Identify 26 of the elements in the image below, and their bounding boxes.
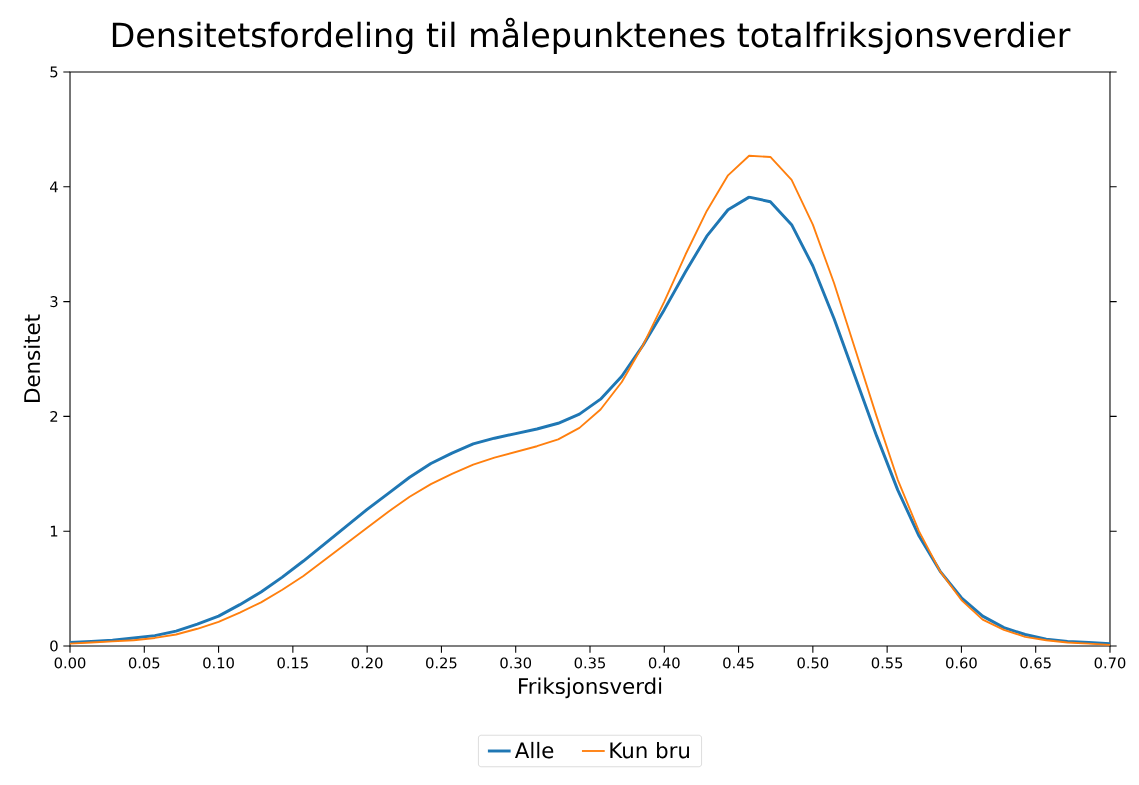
y-axis-title: Densitet [23, 314, 41, 402]
x-tick-label: 0.70 [1094, 657, 1126, 669]
y-tick-label: 1 [50, 525, 58, 537]
legend-label: Kun bru [610, 741, 689, 759]
x-tick-label: 0.60 [946, 657, 977, 669]
x-tick-label: 0.25 [426, 657, 457, 669]
x-tick-label: 0.20 [351, 657, 383, 669]
y-tick-label: 0 [50, 640, 58, 652]
chart-title: Densitetsfordeling til målepunktenes totalfriksjonsverdier [112, 17, 1071, 54]
y-tick-label: 5 [50, 66, 58, 78]
x-tick-label: 0.35 [574, 657, 606, 669]
x-tick-label: 0.40 [648, 657, 680, 669]
x-tick-label: 0.55 [871, 657, 903, 669]
x-tick-label: 0.15 [277, 657, 308, 669]
x-tick-label: 0.05 [128, 657, 160, 669]
x-tick-label: 0.30 [500, 657, 532, 669]
x-tick-label: 0.10 [203, 657, 234, 669]
x-tick-label: 0.00 [54, 657, 86, 669]
x-tick-label: 0.65 [1020, 657, 1051, 669]
x-tick-label: 0.45 [723, 657, 754, 669]
y-tick-label: 2 [50, 410, 58, 422]
y-tick-label: 4 [50, 181, 58, 193]
x-tick-label: 0.50 [797, 657, 829, 669]
y-tick-label: 3 [50, 296, 58, 308]
x-axis-title: Friksjonsverdi [519, 677, 662, 699]
legend-label: Alle [514, 741, 554, 759]
